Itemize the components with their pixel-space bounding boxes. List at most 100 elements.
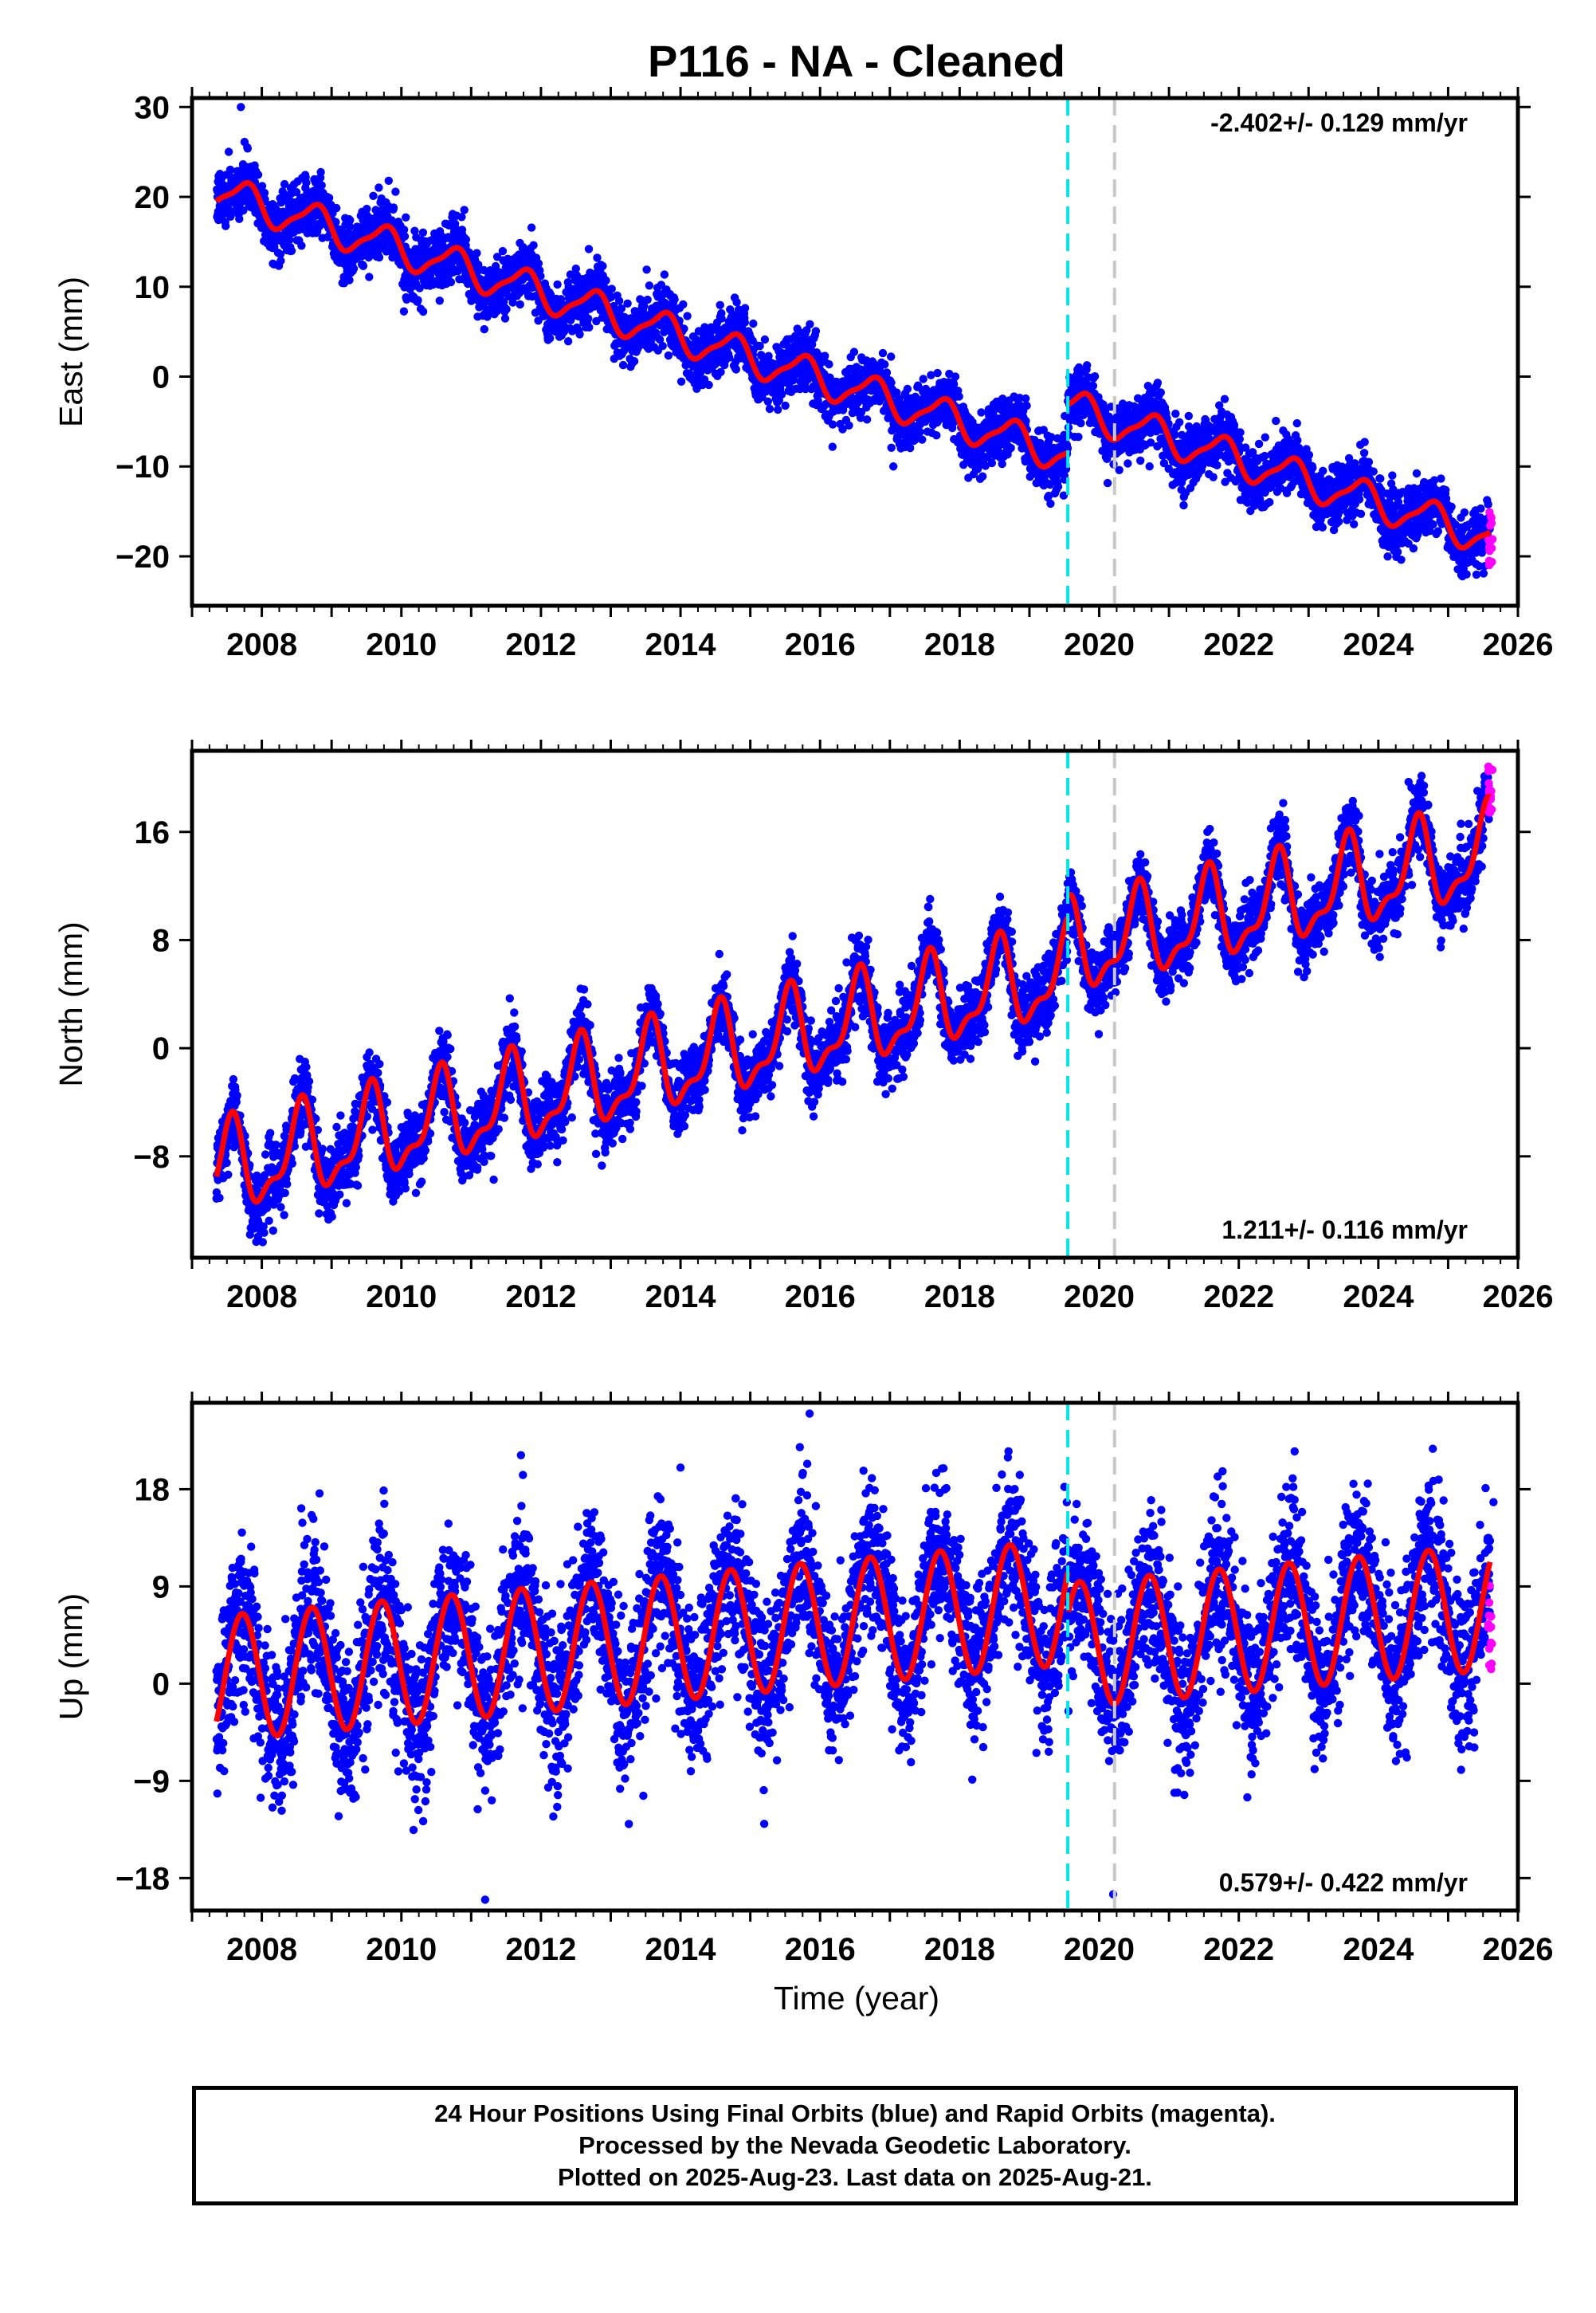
data-point xyxy=(500,314,510,323)
data-point xyxy=(740,304,750,312)
data-point xyxy=(257,182,267,190)
data-point xyxy=(287,246,296,255)
data-point xyxy=(774,405,782,414)
data-point xyxy=(955,392,963,401)
data-point xyxy=(410,226,419,235)
data-point xyxy=(811,327,821,336)
data-point xyxy=(415,284,424,293)
data-point xyxy=(683,312,692,320)
data-point xyxy=(584,245,594,253)
data-point xyxy=(998,459,1006,469)
data-point xyxy=(1319,466,1327,475)
data-point xyxy=(1209,473,1218,481)
data-point xyxy=(1115,465,1123,474)
data-point xyxy=(534,259,543,268)
data-point xyxy=(845,421,853,430)
data-point xyxy=(253,171,263,179)
data-point xyxy=(618,360,628,370)
data-point xyxy=(882,368,892,377)
data-point xyxy=(1293,436,1302,445)
data-point xyxy=(598,261,607,270)
data-point xyxy=(1022,394,1030,403)
data-point xyxy=(461,235,471,244)
data-point xyxy=(919,375,927,383)
data-point xyxy=(1083,361,1092,370)
data-point xyxy=(399,307,409,316)
data-point xyxy=(451,224,460,233)
data-point xyxy=(602,276,610,285)
data-point xyxy=(331,218,340,226)
data-point xyxy=(679,300,688,309)
data-point xyxy=(363,204,371,214)
data-point xyxy=(1335,517,1343,526)
data-point xyxy=(563,337,573,346)
data-point xyxy=(1046,499,1055,509)
panel-east: 2008 2010 2012 2014 2016 2018 2020 2022 2024 2026… xyxy=(53,87,1553,662)
data-point xyxy=(504,292,513,300)
data-point xyxy=(389,203,398,212)
data-point xyxy=(862,415,872,424)
data-point xyxy=(324,194,334,202)
data-point xyxy=(1308,463,1317,473)
data-point xyxy=(1184,411,1194,421)
data-point xyxy=(760,335,770,344)
data-point xyxy=(887,443,896,452)
data-point xyxy=(546,334,555,343)
data-point xyxy=(483,312,492,321)
data-point xyxy=(1213,461,1222,469)
data-point xyxy=(933,368,942,378)
data-point xyxy=(508,298,517,307)
data-point xyxy=(614,296,624,305)
data-point xyxy=(446,277,456,287)
data-point xyxy=(716,300,724,309)
data-point xyxy=(391,187,400,196)
data-point xyxy=(749,319,758,328)
data-point xyxy=(224,147,233,156)
data-point xyxy=(1103,478,1112,488)
data-point xyxy=(1156,388,1166,397)
data-point xyxy=(916,427,924,437)
data-point xyxy=(1236,428,1245,437)
data-point xyxy=(828,442,837,451)
data-point xyxy=(480,324,488,334)
data-point xyxy=(849,348,859,356)
data-point xyxy=(316,167,325,177)
data-point xyxy=(302,179,311,187)
data-point xyxy=(349,264,359,273)
data-point xyxy=(371,206,380,214)
data-point xyxy=(1153,379,1163,387)
data-point xyxy=(575,330,584,339)
data-point xyxy=(585,323,594,332)
data-point xyxy=(243,144,252,153)
data-point xyxy=(474,261,483,269)
data-point xyxy=(222,222,230,230)
data-point xyxy=(658,341,667,351)
data-point xyxy=(1074,433,1083,442)
data-point xyxy=(374,183,383,192)
data-point xyxy=(1265,497,1274,507)
data-point xyxy=(297,242,306,250)
data-point xyxy=(553,280,562,289)
data-point xyxy=(676,377,686,386)
data-point xyxy=(345,276,354,285)
data-point xyxy=(457,213,466,222)
data-point xyxy=(280,179,289,189)
data-point xyxy=(418,307,428,316)
data-point xyxy=(732,298,741,307)
data-point xyxy=(716,367,725,376)
data-point xyxy=(1304,450,1314,459)
data-point xyxy=(359,261,368,270)
data-point xyxy=(763,397,772,406)
data-point xyxy=(1022,401,1031,410)
data-point xyxy=(384,176,393,185)
data-point xyxy=(1076,418,1085,428)
data-point xyxy=(607,285,616,293)
data-point xyxy=(629,357,639,366)
data-point xyxy=(276,257,285,265)
data-point xyxy=(660,270,669,279)
data-point xyxy=(643,295,652,304)
data-point xyxy=(903,384,912,394)
data-point xyxy=(332,203,341,213)
data-point xyxy=(402,213,410,222)
